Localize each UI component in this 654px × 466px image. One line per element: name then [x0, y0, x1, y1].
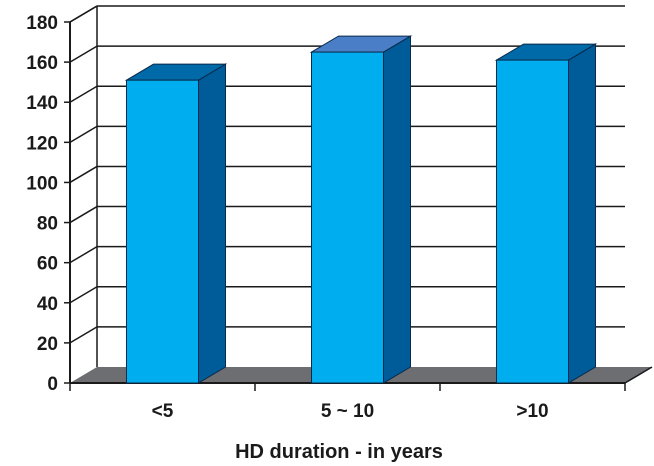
- y-tick-label: 160: [26, 53, 58, 74]
- y-tick-label: 180: [26, 13, 58, 34]
- x-category-label: <5: [152, 401, 174, 422]
- y-tick-label: 60: [37, 254, 58, 275]
- gridline-side: [69, 246, 98, 264]
- y-tick-label: 140: [26, 93, 58, 114]
- y-tick-label: 120: [26, 133, 58, 154]
- x-category-labels: <5 5 ~ 10 >10: [152, 401, 549, 422]
- bar: [124, 63, 228, 384]
- x-category-label: 5 ~ 10: [321, 401, 374, 422]
- bar-side: [568, 43, 596, 384]
- bar: [494, 43, 598, 384]
- y-tick-label: 80: [37, 214, 58, 235]
- bar-front: [126, 79, 199, 384]
- gridline-side: [69, 85, 98, 103]
- y-tick-label: 40: [37, 294, 58, 315]
- gridline-side: [69, 45, 98, 63]
- gridline-side: [69, 125, 98, 143]
- y-tick-label: 0: [47, 374, 58, 395]
- bars: [124, 35, 598, 384]
- y-tick-labels: 0 20 40 60 80 100 120 140 160 180: [26, 13, 58, 395]
- gridline-side: [69, 326, 98, 344]
- gridline-side: [69, 205, 98, 224]
- gridline-side: [69, 165, 98, 184]
- y-tick-label: 100: [26, 173, 58, 194]
- wall-top-edge: [69, 5, 98, 23]
- bar: [309, 35, 413, 384]
- y-tick-label: 20: [37, 334, 58, 355]
- gridline-side: [69, 286, 98, 304]
- bar-side: [198, 63, 226, 384]
- bar-front: [311, 51, 384, 384]
- floor-right-edge: [624, 366, 653, 384]
- bar-side: [383, 35, 411, 384]
- x-category-label: >10: [516, 401, 548, 422]
- bar-front: [496, 59, 569, 384]
- x-axis-title: HD duration - in years: [235, 441, 443, 463]
